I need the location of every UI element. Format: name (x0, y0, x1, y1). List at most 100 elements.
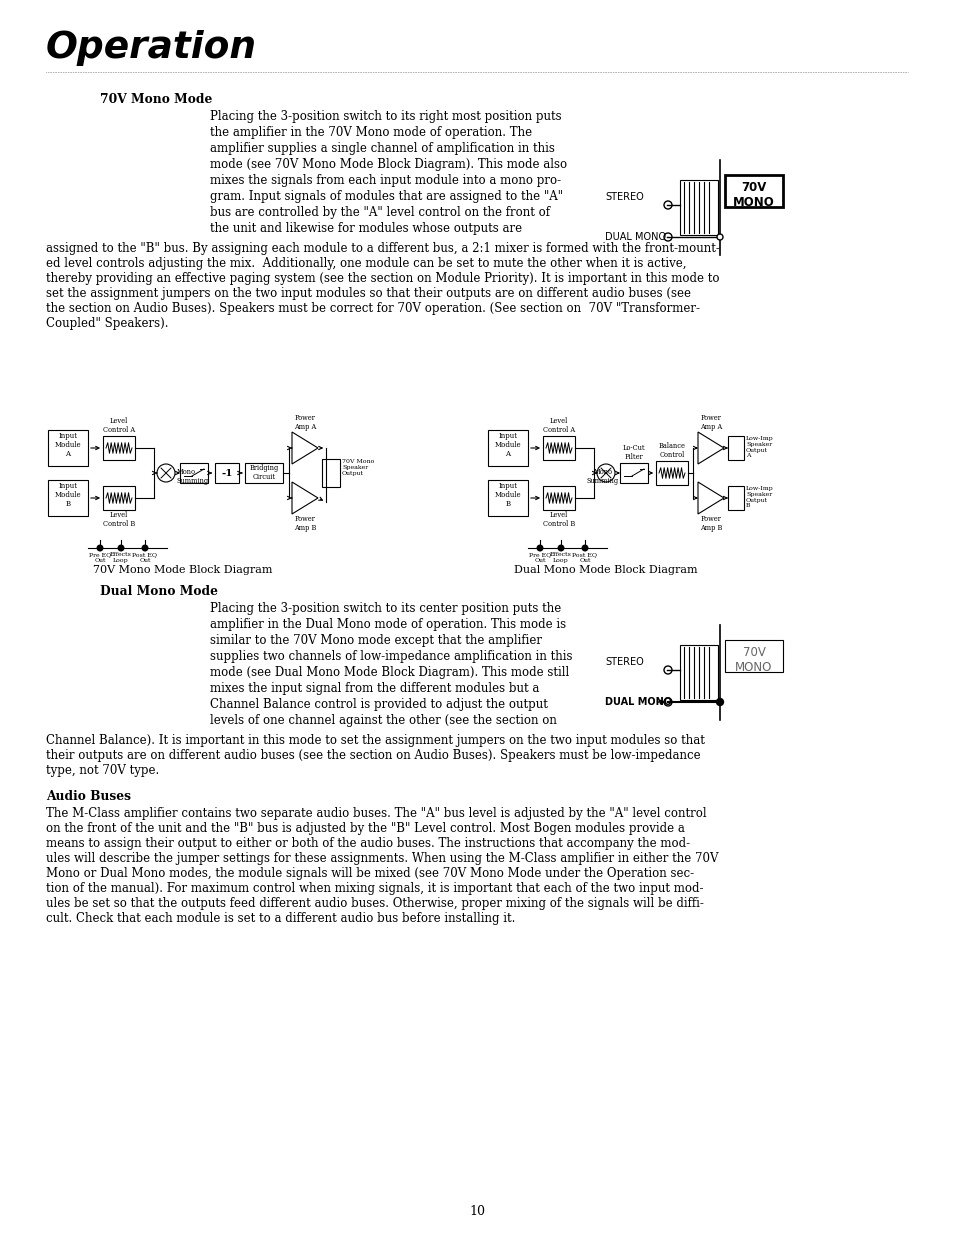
Text: similar to the 70V Mono mode except that the amplifier: similar to the 70V Mono mode except that… (210, 634, 541, 647)
Text: set the assignment jumpers on the two input modules so that their outputs are on: set the assignment jumpers on the two in… (46, 287, 690, 300)
Text: mode (see 70V Mono Mode Block Diagram). This mode also: mode (see 70V Mono Mode Block Diagram). … (210, 158, 566, 170)
Bar (180, 463, 208, 483)
Text: Low-Imp
Speaker
Output
B: Low-Imp Speaker Output B (745, 487, 773, 509)
Text: Low-Imp
Speaker
Output
A: Low-Imp Speaker Output A (745, 436, 773, 458)
Text: Bridging
Circuit: Bridging Circuit (249, 464, 278, 482)
Text: Dual Mono Mode Block Diagram: Dual Mono Mode Block Diagram (514, 564, 697, 576)
Text: Power
Amp B: Power Amp B (700, 515, 721, 532)
Text: the section on Audio Buses). Speakers must be correct for 70V operation. (See se: the section on Audio Buses). Speakers mu… (46, 303, 700, 315)
Bar (727, 436, 743, 459)
Bar (245, 463, 283, 483)
Text: ules be set so that the outputs feed different audio buses. Otherwise, proper mi: ules be set so that the outputs feed dif… (46, 897, 703, 910)
Text: 10: 10 (469, 1205, 484, 1218)
Text: Placing the 3-position switch to its center position puts the: Placing the 3-position switch to its cen… (210, 601, 560, 615)
Text: mixes the signals from each input module into a mono pro-: mixes the signals from each input module… (210, 174, 560, 186)
Bar (488, 430, 527, 466)
Text: Power
Amp A: Power Amp A (294, 414, 315, 431)
Text: supplies two channels of low-impedance amplification in this: supplies two channels of low-impedance a… (210, 650, 572, 663)
Bar (724, 175, 782, 207)
Text: on the front of the unit and the "B" bus is adjusted by the "B" Level control. M: on the front of the unit and the "B" bus… (46, 823, 684, 835)
Text: 70V Mono Mode: 70V Mono Mode (100, 93, 213, 106)
Text: the unit and likewise for modules whose outputs are: the unit and likewise for modules whose … (210, 222, 521, 235)
Circle shape (117, 545, 125, 552)
Text: 70V Mono
Speaker
Output: 70V Mono Speaker Output (341, 459, 374, 475)
Text: STEREO: STEREO (604, 191, 643, 203)
Text: Input
Module
B: Input Module B (54, 482, 81, 509)
Text: Operation: Operation (46, 30, 257, 65)
Text: type, not 70V type.: type, not 70V type. (46, 764, 159, 777)
Text: Level
Control B: Level Control B (103, 511, 135, 529)
Bar (103, 436, 135, 459)
Text: Lo-Cut
Filter: Lo-Cut Filter (622, 443, 644, 461)
Text: ed level controls adjusting the mix.  Additionally, one module can be set to mut: ed level controls adjusting the mix. Add… (46, 257, 686, 270)
Bar (727, 487, 743, 510)
Text: Power
Amp B: Power Amp B (294, 515, 315, 532)
Bar (619, 463, 647, 483)
Circle shape (141, 545, 149, 552)
Text: Post EQ
Out: Post EQ Out (572, 552, 597, 563)
Circle shape (717, 233, 722, 240)
Text: 70V Mono Mode Block Diagram: 70V Mono Mode Block Diagram (93, 564, 273, 576)
Text: amplifier in the Dual Mono mode of operation. This mode is: amplifier in the Dual Mono mode of opera… (210, 618, 565, 631)
Text: Level
Control B: Level Control B (542, 511, 575, 529)
Text: Channel Balance). It is important in this mode to set the assignment jumpers on : Channel Balance). It is important in thi… (46, 734, 704, 747)
Bar (322, 459, 339, 487)
Bar (214, 463, 239, 483)
Text: Power
Amp A: Power Amp A (700, 414, 721, 431)
Text: Level
Control A: Level Control A (542, 416, 575, 433)
Text: Mono or Dual Mono modes, the module signals will be mixed (see 70V Mono Mode und: Mono or Dual Mono modes, the module sign… (46, 867, 694, 881)
Text: Placing the 3-position switch to its right most position puts: Placing the 3-position switch to its rig… (210, 110, 561, 124)
Bar (679, 645, 718, 700)
Bar (724, 640, 782, 672)
Text: Pre EQ
Out: Pre EQ Out (528, 552, 551, 563)
Text: their outputs are on different audio buses (see the section on Audio Buses). Spe: their outputs are on different audio bus… (46, 748, 700, 762)
Bar (48, 430, 88, 466)
Text: Input
Module
A: Input Module A (495, 432, 520, 458)
Text: 70V
MONO: 70V MONO (735, 646, 772, 674)
Text: mixes the input signal from the different modules but a: mixes the input signal from the differen… (210, 682, 538, 695)
Circle shape (536, 545, 543, 552)
Text: amplifier supplies a single channel of amplification in this: amplifier supplies a single channel of a… (210, 142, 555, 156)
Text: DUAL MONO: DUAL MONO (604, 697, 671, 706)
Text: 70V
MONO: 70V MONO (732, 182, 774, 209)
Text: DUAL MONO: DUAL MONO (604, 232, 665, 242)
Text: ules will describe the jumper settings for these assignments. When using the M-C: ules will describe the jumper settings f… (46, 852, 718, 864)
Text: Effects
Loop: Effects Loop (550, 552, 572, 563)
Bar (103, 487, 135, 510)
Text: means to assign their output to either or both of the audio buses. The instructi: means to assign their output to either o… (46, 837, 689, 850)
Text: mode (see Dual Mono Mode Block Diagram). This mode still: mode (see Dual Mono Mode Block Diagram).… (210, 666, 569, 679)
Text: Mono
Summing: Mono Summing (177, 468, 209, 485)
Text: cult. Check that each module is set to a different audio bus before installing i: cult. Check that each module is set to a… (46, 911, 515, 925)
Bar (488, 480, 527, 516)
Text: Balance
Control: Balance Control (658, 442, 685, 459)
Circle shape (96, 545, 103, 552)
Text: Level
Control A: Level Control A (103, 416, 135, 433)
Text: STEREO: STEREO (604, 657, 643, 667)
Bar (542, 436, 575, 459)
Text: Dual Mono Mode: Dual Mono Mode (100, 585, 218, 598)
Text: -1: -1 (221, 468, 233, 478)
Text: Mono
Summing: Mono Summing (586, 468, 618, 485)
Text: levels of one channel against the other (see the section on: levels of one channel against the other … (210, 714, 557, 727)
Bar (48, 480, 88, 516)
Text: Input
Module
B: Input Module B (495, 482, 520, 509)
Text: Pre EQ
Out: Pre EQ Out (89, 552, 111, 563)
Circle shape (557, 545, 564, 552)
Bar (542, 487, 575, 510)
Text: Channel Balance control is provided to adjust the output: Channel Balance control is provided to a… (210, 698, 547, 711)
Bar (679, 180, 718, 235)
Circle shape (716, 699, 722, 705)
Text: Effects
Loop: Effects Loop (110, 552, 132, 563)
Text: the amplifier in the 70V Mono mode of operation. The: the amplifier in the 70V Mono mode of op… (210, 126, 532, 140)
Text: Post EQ
Out: Post EQ Out (132, 552, 157, 563)
Circle shape (581, 545, 588, 552)
Text: assigned to the "B" bus. By assigning each module to a different bus, a 2:1 mixe: assigned to the "B" bus. By assigning ea… (46, 242, 720, 254)
Text: Coupled" Speakers).: Coupled" Speakers). (46, 317, 169, 330)
Text: gram. Input signals of modules that are assigned to the "A": gram. Input signals of modules that are … (210, 190, 562, 203)
Text: Input
Module
A: Input Module A (54, 432, 81, 458)
Text: tion of the manual). For maximum control when mixing signals, it is important th: tion of the manual). For maximum control… (46, 882, 702, 895)
Text: The M-Class amplifier contains two separate audio buses. The "A" bus level is ad: The M-Class amplifier contains two separ… (46, 806, 706, 820)
Text: Audio Buses: Audio Buses (46, 790, 131, 803)
Text: thereby providing an effective paging system (see the section on Module Priority: thereby providing an effective paging sy… (46, 272, 719, 285)
Bar (656, 461, 687, 485)
